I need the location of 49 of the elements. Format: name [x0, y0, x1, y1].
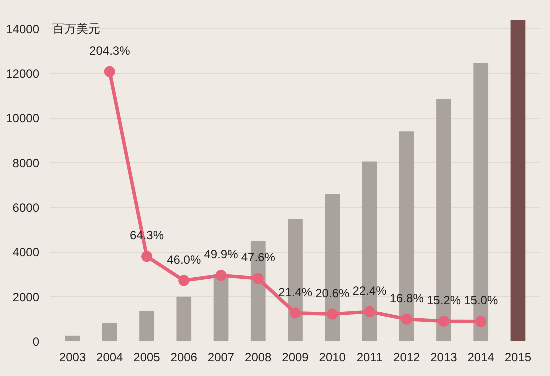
- point: [104, 66, 116, 78]
- data-label: 49.9%: [204, 248, 239, 262]
- x-tick-label: 2015: [504, 350, 532, 364]
- y-axis-title: 百万美元: [52, 22, 100, 36]
- data-label: 204.3%: [90, 44, 131, 58]
- x-tick-label: 2010: [319, 350, 346, 364]
- data-label: 22.4%: [352, 284, 388, 298]
- x-tick-label: 2012: [394, 350, 421, 364]
- y-tick-label: 8000: [12, 156, 40, 170]
- x-tick-label: 2003: [59, 350, 86, 364]
- bar: [510, 20, 526, 342]
- point: [438, 316, 450, 327]
- bar: [140, 311, 154, 342]
- data-label: 20.6%: [316, 286, 350, 300]
- y-tick-label: 6000: [12, 201, 40, 216]
- data-label: 46.0%: [167, 252, 202, 267]
- y-tick-label: 0: [32, 335, 40, 349]
- y-tick-label: 10000: [6, 112, 40, 126]
- x-tick-label: 2009: [282, 350, 310, 364]
- data-label: 15.2%: [426, 293, 462, 308]
- bar: [176, 296, 192, 342]
- data-label: 47.6%: [241, 250, 276, 265]
- data-label: 15.0%: [464, 294, 498, 308]
- data-label: 16.8%: [390, 291, 424, 306]
- x-tick-label: 2013: [430, 350, 458, 364]
- point: [142, 251, 153, 262]
- y-tick-label: 2000: [12, 290, 40, 304]
- x-tick-label: 2006: [170, 350, 198, 364]
- y-tick-label: 12000: [6, 67, 40, 82]
- y-tick-label: 4000: [12, 246, 40, 260]
- point: [216, 270, 227, 282]
- point: [290, 308, 301, 319]
- point: [476, 316, 487, 328]
- y-tick-label: 14000: [6, 22, 40, 36]
- point: [178, 275, 190, 286]
- bar: [214, 274, 229, 342]
- x-tick-label: 2004: [96, 350, 124, 364]
- point: [364, 306, 376, 318]
- point: [401, 314, 412, 325]
- point: [252, 273, 264, 284]
- data-label: 21.4%: [278, 285, 313, 300]
- x-tick-label: 2005: [134, 350, 161, 364]
- bar: [65, 336, 80, 342]
- x-tick-label: 2011: [356, 350, 383, 364]
- x-tick-label: 2014: [468, 350, 495, 364]
- point: [327, 308, 338, 320]
- bar: [102, 323, 118, 342]
- x-tick-label: 2008: [245, 350, 272, 364]
- x-tick-label: 2007: [208, 350, 235, 364]
